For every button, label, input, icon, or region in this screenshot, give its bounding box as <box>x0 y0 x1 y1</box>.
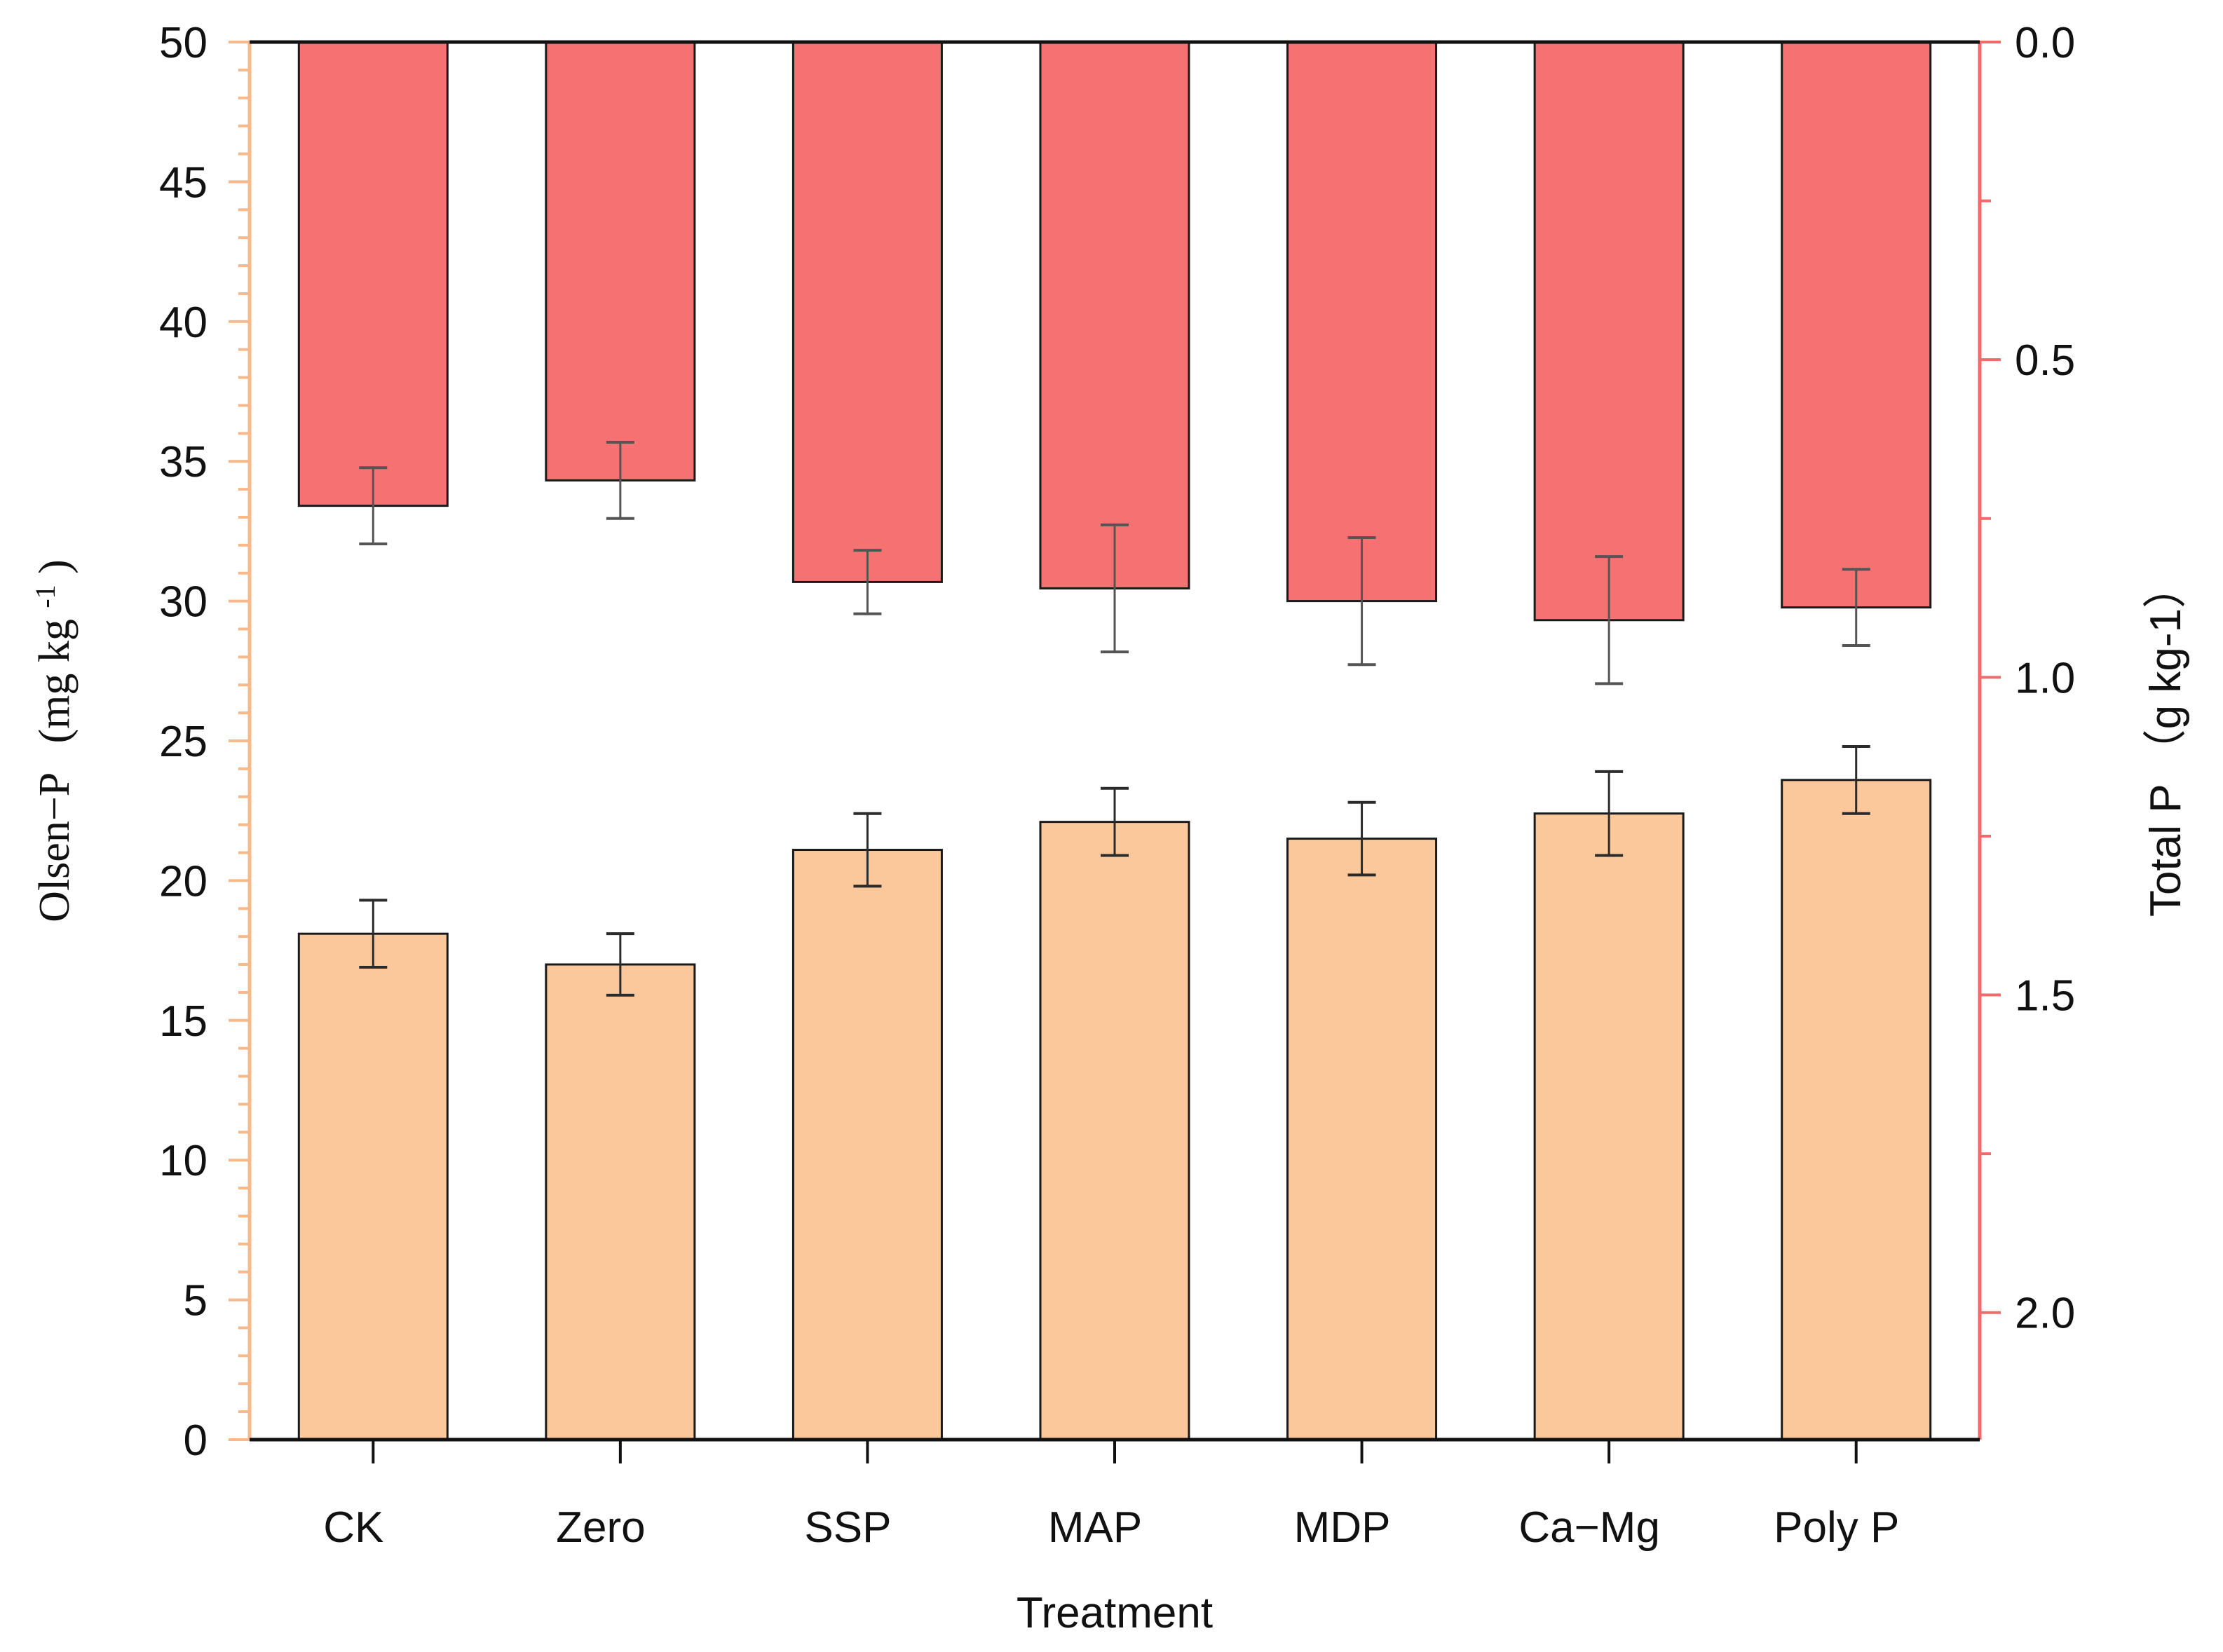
x-tick-label: Ca−Mg <box>1518 1503 1660 1552</box>
axes: CK Zero SSP MAP MDP Ca−Mg Poly P 0 5 10 15 20 25 30 35… <box>159 19 2075 1552</box>
left-y-axis-title-close: ) <box>31 559 79 574</box>
total-p-error-bar <box>1595 555 1624 685</box>
olsen-p-bar <box>791 849 943 1441</box>
right-y-tick-label: 1.5 <box>2015 972 2075 1020</box>
right-y-tick-label: 0.0 <box>2015 19 2075 67</box>
total-p-error-bar <box>853 549 882 615</box>
total-p-bar <box>545 41 696 482</box>
labels: Treatment Olsen−P (mg kg -1 ) Total P （g… <box>17 559 2190 1637</box>
x-tick-label: MAP <box>1048 1503 1142 1552</box>
left-y-tick-label: 20 <box>159 857 208 906</box>
left-y-tick-label: 45 <box>159 158 208 207</box>
x-axis-title: Treatment <box>1017 1589 1213 1637</box>
left-y-axis-title-sup: -1 <box>29 585 61 608</box>
olsen-p-error-bar <box>1842 744 1870 815</box>
left-y-tick-label: 5 <box>184 1277 208 1325</box>
total-p-error-bar <box>1347 535 1376 667</box>
total-p-bar <box>1039 41 1190 589</box>
left-y-tick-label: 15 <box>159 997 208 1046</box>
x-tick-label: MDP <box>1294 1503 1391 1552</box>
olsen-p-error-bar <box>853 812 882 888</box>
olsen-p-bar <box>1286 838 1438 1441</box>
olsen-p-bar <box>545 963 696 1441</box>
total-p-error-bar <box>606 441 634 520</box>
right-y-axis-title: Total P （g kg-1） <box>2142 565 2190 917</box>
right-y-tick-label: 2.0 <box>2015 1290 2075 1338</box>
right-y-tick-label: 0.5 <box>2015 336 2075 385</box>
olsen-p-bar <box>1533 812 1685 1441</box>
olsen-p-bar <box>1039 821 1190 1441</box>
left-y-tick-label: 30 <box>159 578 208 627</box>
olsen-p-error-bar <box>1101 786 1129 857</box>
total-p-bar <box>1286 41 1438 603</box>
olsen-p-error-bar <box>606 932 634 997</box>
olsen-p-error-bar <box>1347 800 1376 877</box>
olsen-p-error-bar <box>1595 770 1624 857</box>
x-tick-label: CK <box>323 1503 383 1552</box>
olsen-p-series <box>297 744 1932 1441</box>
total-p-series <box>297 41 1932 685</box>
left-y-axis-title-main: Olsen−P <box>31 774 79 922</box>
left-y-tick-label: 25 <box>159 718 208 766</box>
x-tick-label: Zero <box>556 1503 645 1552</box>
olsen-p-bar <box>297 932 449 1441</box>
total-p-error-bar <box>1842 568 1870 648</box>
left-y-tick-label: 0 <box>184 1417 208 1465</box>
olsen-p-bar <box>1781 779 1932 1441</box>
total-p-bar <box>1533 41 1685 622</box>
total-p-bar <box>1781 41 1932 609</box>
x-tick-label: Poly P <box>1774 1503 1899 1552</box>
total-p-bar <box>791 41 943 583</box>
left-y-tick-label: 40 <box>159 299 208 347</box>
left-y-tick-label: 50 <box>159 19 208 67</box>
left-y-tick-label: 35 <box>159 438 208 486</box>
left-y-tick-label: 10 <box>159 1137 208 1185</box>
left-y-axis-title-unit: (mg kg <box>31 619 79 743</box>
total-p-error-bar <box>359 466 388 546</box>
left-y-axis-title: Olsen−P (mg kg -1 ) <box>17 559 79 922</box>
total-p-bar <box>297 41 449 507</box>
right-y-tick-label: 1.0 <box>2015 654 2075 702</box>
total-p-error-bar <box>1101 523 1129 654</box>
olsen-p-error-bar <box>359 899 388 969</box>
x-tick-label: SSP <box>804 1503 891 1552</box>
